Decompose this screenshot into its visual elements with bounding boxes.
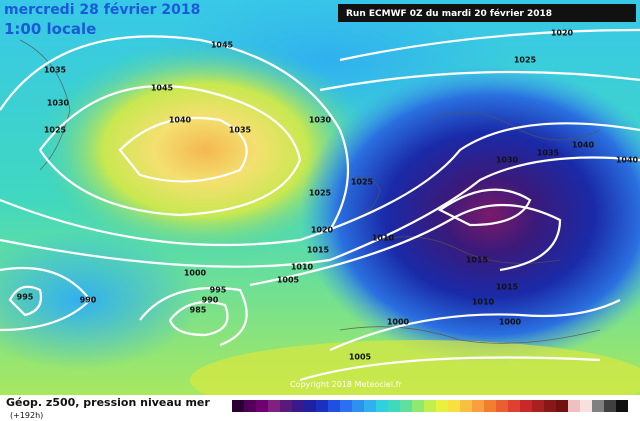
isobar-label: 1025 [514, 56, 537, 65]
isobar-label: 995 [17, 293, 34, 302]
colorbar-swatch [448, 400, 460, 412]
isobars [0, 28, 640, 382]
isobar-label: 1030 [47, 99, 70, 108]
colorbar-swatch [232, 400, 244, 412]
isobar-label: 995 [210, 286, 227, 295]
copyright: Copyright 2018 Meteociel.fr [290, 380, 402, 389]
isobar-label: 1030 [496, 156, 519, 165]
isobar-label: 1015 [466, 256, 489, 265]
isobar-label: 1000 [184, 269, 207, 278]
isobar-label: 1020 [311, 226, 334, 235]
colorbar-swatch [544, 400, 556, 412]
isobar-label: 990 [202, 296, 219, 305]
isobar-label: 1005 [349, 353, 372, 362]
isobar-label: 985 [190, 306, 207, 315]
colorbar-swatch [484, 400, 496, 412]
colorbar [232, 400, 628, 412]
isobar-label: 1040 [572, 141, 595, 150]
run: Run ECMWF 0Z du mardi 20 février 2018 [346, 8, 552, 19]
isobar-label: 1025 [309, 189, 332, 198]
colorbar-swatch [268, 400, 280, 412]
field [0, 230, 200, 370]
colorbar-swatch [508, 400, 520, 412]
colorbar-swatch [568, 400, 580, 412]
colorbar-swatch [292, 400, 304, 412]
colorbar-swatch [328, 400, 340, 412]
time: 1:00 locale [4, 20, 96, 38]
isobar-label: 1010 [291, 263, 314, 272]
isobar-label: 1040 [169, 116, 192, 125]
colorbar-swatch [424, 400, 436, 412]
colorbar-swatch [388, 400, 400, 412]
colorbar-swatch [352, 400, 364, 412]
isobar-label: 1005 [277, 276, 300, 285]
isobar-label: 1040 [616, 156, 639, 165]
colorbar-swatch [520, 400, 532, 412]
isobar-label: 1010 [472, 298, 495, 307]
isobar-label: 1025 [351, 178, 374, 187]
isobar-label: 1045 [211, 41, 234, 50]
isobar-label: 1000 [499, 318, 522, 327]
colorbar-swatch [496, 400, 508, 412]
colorbar-swatch [400, 400, 412, 412]
isobar-label: 1045 [151, 84, 174, 93]
colorbar-swatch [532, 400, 544, 412]
isobar-label: 990 [80, 296, 97, 305]
coastlines [19, 39, 601, 344]
colorbar-swatch [316, 400, 328, 412]
colorbar-swatch [280, 400, 292, 412]
colorbar-swatch [412, 400, 424, 412]
footer-title: Géop. z500, pression niveau mer [6, 396, 210, 409]
colorbar-swatch [460, 400, 472, 412]
isobar-label: 1020 [551, 29, 574, 38]
colorbar-swatch [472, 400, 484, 412]
isobar-label: 1000 [387, 318, 410, 327]
isobar-label: 1035 [229, 126, 252, 135]
date: mercredi 28 février 2018 [4, 2, 200, 18]
colorbar-swatch [364, 400, 376, 412]
colorbar-swatch [592, 400, 604, 412]
colorbar-swatch [616, 400, 628, 412]
colorbar-swatch [304, 400, 316, 412]
colorbar-swatch [580, 400, 592, 412]
colorbar-swatch [556, 400, 568, 412]
colorbar-swatch [376, 400, 388, 412]
colorbar-swatch [340, 400, 352, 412]
isobar-label: 1035 [537, 149, 560, 158]
isobar-label: 1010 [372, 234, 395, 243]
isobar-label: 1030 [309, 116, 332, 125]
colorbar-swatch [436, 400, 448, 412]
isobar-label: 1025 [44, 126, 67, 135]
isobar-label: 1015 [496, 283, 519, 292]
colorbar-swatch [604, 400, 616, 412]
isobar-label: 1035 [44, 66, 67, 75]
lead-time: (+192h) [10, 411, 43, 420]
colorbar-swatch [256, 400, 268, 412]
colorbar-swatch [244, 400, 256, 412]
isobar-label: 1015 [307, 246, 330, 255]
run-box [338, 4, 636, 22]
